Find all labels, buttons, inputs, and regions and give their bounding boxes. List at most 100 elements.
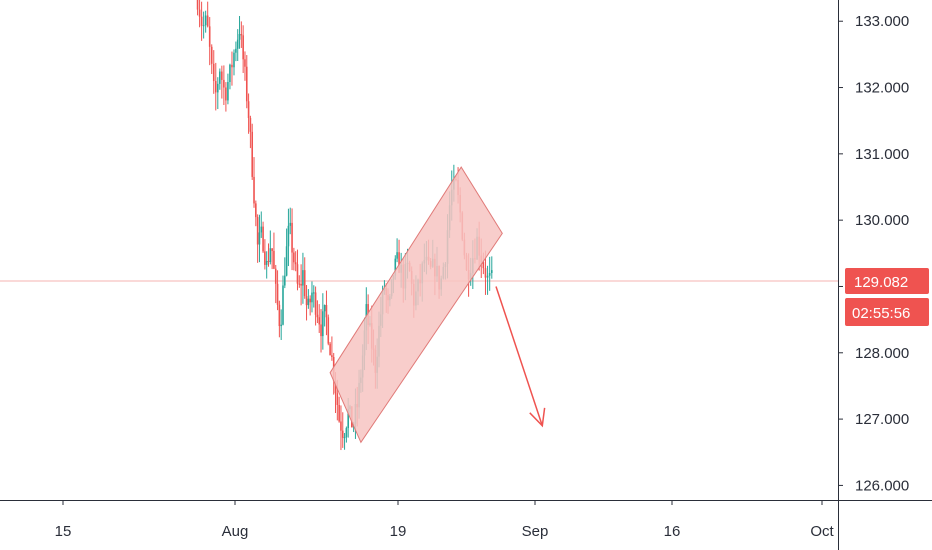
candle-body — [200, 16, 203, 26]
candle-body — [322, 311, 324, 337]
candle — [276, 270, 279, 311]
candle-body — [244, 59, 246, 67]
current-price-tag — [845, 268, 929, 295]
time-tick-label: Aug — [222, 523, 249, 540]
candle-body — [223, 79, 225, 88]
candle — [235, 41, 237, 62]
candle — [260, 211, 263, 238]
candle-body — [255, 203, 257, 218]
candle — [329, 341, 331, 356]
candle-body — [245, 66, 248, 102]
candle — [282, 275, 284, 326]
candle-body — [262, 226, 264, 252]
candle — [322, 293, 324, 350]
candle-body — [269, 248, 272, 263]
candle-body — [253, 176, 255, 204]
candle-body — [202, 25, 205, 27]
candle — [323, 304, 326, 327]
candle-body — [208, 26, 211, 47]
candle-body — [345, 428, 348, 438]
candle — [287, 208, 290, 267]
candle-body — [231, 64, 233, 68]
candle — [311, 281, 313, 313]
candle-body — [309, 298, 311, 303]
candle — [314, 286, 317, 326]
candle — [316, 300, 319, 324]
candle-body — [329, 343, 331, 356]
projection-arrow-head — [529, 407, 546, 428]
price-axis[interactable]: 126.000127.000128.000129.000130.000131.0… — [838, 0, 929, 550]
candle — [245, 55, 248, 109]
candle-body — [312, 292, 315, 294]
candle — [200, 1, 203, 41]
candle — [267, 243, 270, 267]
price-tick-label: 132.000 — [855, 80, 909, 97]
candle — [396, 238, 398, 263]
candle — [236, 29, 239, 62]
candle-body — [327, 317, 330, 344]
candle-body — [482, 261, 485, 269]
candle — [258, 214, 261, 263]
candle — [278, 300, 281, 338]
candle-body — [334, 381, 337, 394]
candle-body — [249, 117, 252, 132]
candle — [486, 265, 489, 295]
candle-body — [251, 131, 254, 177]
candle — [345, 426, 348, 443]
candle-body — [314, 292, 317, 315]
candle — [208, 17, 211, 66]
candle-body — [347, 409, 349, 429]
candle-body — [325, 304, 328, 318]
time-tick-label: 15 — [55, 523, 72, 540]
candle — [312, 285, 315, 308]
candle-body — [287, 225, 290, 247]
candle-body — [267, 260, 270, 263]
time-tick-label: 16 — [664, 523, 681, 540]
candle-body — [235, 48, 237, 53]
candle-body — [278, 304, 281, 327]
candle-body — [486, 275, 489, 278]
candle-body — [227, 82, 229, 101]
countdown-tag — [845, 298, 929, 327]
price-tick-label: 130.000 — [855, 212, 909, 229]
candle-body — [274, 268, 277, 284]
candle-body — [225, 87, 227, 101]
candle — [488, 256, 491, 291]
candle-body — [221, 71, 223, 80]
time-tick-label: 19 — [390, 523, 407, 540]
candle-body — [318, 317, 321, 325]
candle-body — [236, 39, 239, 49]
candle-body — [204, 15, 207, 26]
candle — [318, 304, 321, 333]
time-tick-label: Sep — [522, 523, 549, 540]
candle — [274, 264, 277, 304]
time-tick-label: Oct — [810, 523, 834, 540]
candle — [255, 200, 257, 227]
candle-body — [331, 355, 333, 357]
candle-body — [336, 393, 339, 405]
candle-body — [341, 430, 344, 438]
price-tick-label: 131.000 — [855, 146, 909, 163]
candle-body — [300, 283, 302, 286]
candle-body — [258, 232, 261, 245]
candle-body — [303, 270, 306, 297]
candle-body — [276, 283, 279, 305]
price-tick-label: 133.000 — [855, 13, 909, 30]
candle — [198, 0, 201, 28]
candle — [233, 49, 235, 76]
candle — [309, 295, 311, 316]
candle — [238, 16, 241, 49]
candle — [320, 309, 322, 353]
time-axis[interactable]: 15 Aug 19 Sep 16 Oct — [0, 500, 932, 540]
candle — [273, 232, 275, 270]
candle — [271, 248, 273, 270]
candle-body — [196, 0, 199, 10]
candle — [244, 51, 246, 81]
plot-area[interactable] — [0, 0, 838, 451]
candle — [265, 251, 268, 279]
candle-body — [338, 404, 340, 422]
candle — [338, 396, 340, 423]
candle — [325, 290, 328, 336]
drawing-overlay[interactable] — [329, 166, 546, 444]
